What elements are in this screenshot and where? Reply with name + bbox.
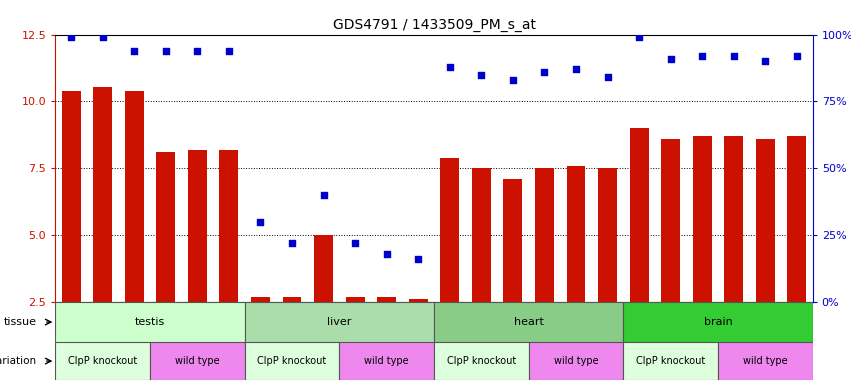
Bar — [93, 87, 112, 302]
Text: ClpP knockout: ClpP knockout — [68, 356, 137, 366]
Bar — [188, 150, 207, 302]
Bar — [61, 91, 81, 302]
Bar — [283, 297, 301, 302]
Bar — [440, 158, 460, 302]
Bar — [535, 168, 554, 302]
Point — [475, 72, 488, 78]
Point — [569, 66, 583, 73]
Point — [348, 240, 362, 247]
Bar — [408, 300, 428, 302]
Bar — [220, 150, 238, 302]
Text: wild type: wild type — [364, 356, 409, 366]
Point — [380, 251, 393, 257]
Bar — [718, 342, 813, 380]
Point — [506, 77, 520, 83]
Point — [538, 69, 551, 75]
Bar — [377, 297, 396, 302]
Bar — [157, 152, 175, 302]
Bar — [150, 342, 245, 380]
Point — [128, 48, 141, 54]
Text: wild type: wild type — [743, 356, 788, 366]
Bar — [661, 139, 680, 302]
Bar — [528, 342, 623, 380]
Point — [443, 64, 457, 70]
Bar — [346, 297, 364, 302]
Bar — [756, 139, 774, 302]
Bar — [504, 179, 523, 302]
Text: brain: brain — [704, 317, 733, 327]
Title: GDS4791 / 1433509_PM_s_at: GDS4791 / 1433509_PM_s_at — [333, 18, 535, 32]
Bar — [471, 168, 491, 302]
Text: wild type: wild type — [175, 356, 220, 366]
Point — [222, 48, 236, 54]
Text: testis: testis — [134, 317, 165, 327]
Bar — [245, 302, 434, 342]
Bar — [55, 342, 150, 380]
Bar — [630, 128, 648, 302]
Point — [254, 219, 267, 225]
Point — [727, 53, 740, 59]
Text: liver: liver — [327, 317, 351, 327]
Point — [601, 74, 614, 81]
Text: ClpP knockout: ClpP knockout — [447, 356, 516, 366]
Bar — [787, 136, 807, 302]
Bar — [55, 302, 813, 303]
Text: wild type: wild type — [554, 356, 598, 366]
Bar — [693, 136, 711, 302]
Point — [411, 256, 425, 262]
Point — [65, 34, 78, 40]
Text: heart: heart — [514, 317, 544, 327]
Bar — [125, 91, 144, 302]
Bar — [623, 342, 718, 380]
Bar — [567, 166, 585, 302]
Point — [664, 56, 677, 62]
Point — [790, 53, 803, 59]
Bar — [245, 342, 340, 380]
Bar — [340, 342, 434, 380]
Point — [96, 34, 110, 40]
Point — [317, 192, 330, 198]
Point — [695, 53, 709, 59]
Text: ClpP knockout: ClpP knockout — [257, 356, 327, 366]
Bar — [314, 235, 333, 302]
Point — [191, 48, 204, 54]
Point — [159, 48, 173, 54]
Bar — [623, 302, 813, 342]
Bar — [55, 302, 245, 342]
Text: tissue: tissue — [3, 317, 37, 327]
Bar — [251, 297, 270, 302]
Bar — [434, 342, 528, 380]
Bar — [724, 136, 743, 302]
Text: ClpP knockout: ClpP knockout — [636, 356, 705, 366]
Point — [758, 58, 772, 65]
Point — [285, 240, 299, 247]
Bar — [598, 168, 617, 302]
Point — [632, 34, 646, 40]
Bar — [434, 302, 623, 342]
Text: genotype/variation: genotype/variation — [0, 356, 37, 366]
